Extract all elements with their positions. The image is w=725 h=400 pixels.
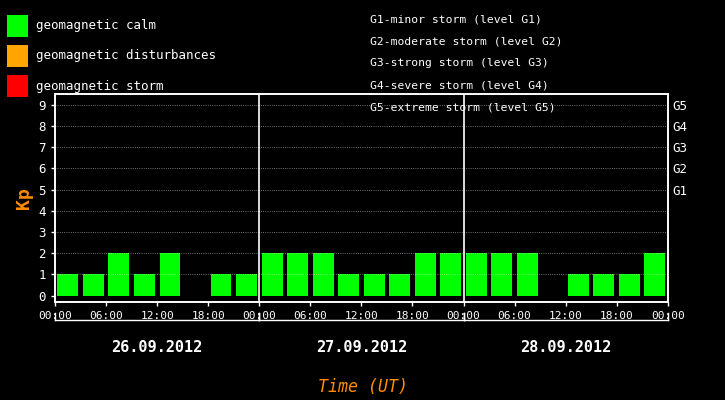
Text: G5-extreme storm (level G5): G5-extreme storm (level G5): [370, 102, 555, 112]
Text: G1-minor storm (level G1): G1-minor storm (level G1): [370, 14, 542, 24]
Bar: [492, 253, 513, 296]
Bar: [594, 274, 614, 296]
Bar: [109, 253, 129, 296]
Bar: [619, 274, 640, 296]
Bar: [160, 253, 181, 296]
Bar: [134, 274, 155, 296]
Bar: [236, 274, 257, 296]
Text: 27.09.2012: 27.09.2012: [316, 340, 407, 355]
Bar: [364, 274, 385, 296]
Text: geomagnetic disturbances: geomagnetic disturbances: [36, 50, 216, 62]
Bar: [312, 253, 334, 296]
Text: G2-moderate storm (level G2): G2-moderate storm (level G2): [370, 36, 563, 46]
Bar: [287, 253, 308, 296]
Text: G4-severe storm (level G4): G4-severe storm (level G4): [370, 80, 549, 90]
Text: 28.09.2012: 28.09.2012: [520, 340, 611, 355]
Bar: [440, 253, 461, 296]
Bar: [57, 274, 78, 296]
Bar: [415, 253, 436, 296]
Y-axis label: Kp: Kp: [15, 187, 33, 209]
Bar: [466, 253, 486, 296]
Bar: [389, 274, 410, 296]
Bar: [517, 253, 538, 296]
Text: geomagnetic storm: geomagnetic storm: [36, 80, 164, 92]
Bar: [568, 274, 589, 296]
Text: geomagnetic calm: geomagnetic calm: [36, 20, 157, 32]
Bar: [83, 274, 104, 296]
Text: Time (UT): Time (UT): [318, 378, 407, 396]
Bar: [645, 253, 666, 296]
Text: 26.09.2012: 26.09.2012: [112, 340, 203, 355]
Text: G3-strong storm (level G3): G3-strong storm (level G3): [370, 58, 549, 68]
Bar: [262, 253, 283, 296]
Bar: [210, 274, 231, 296]
Bar: [338, 274, 359, 296]
